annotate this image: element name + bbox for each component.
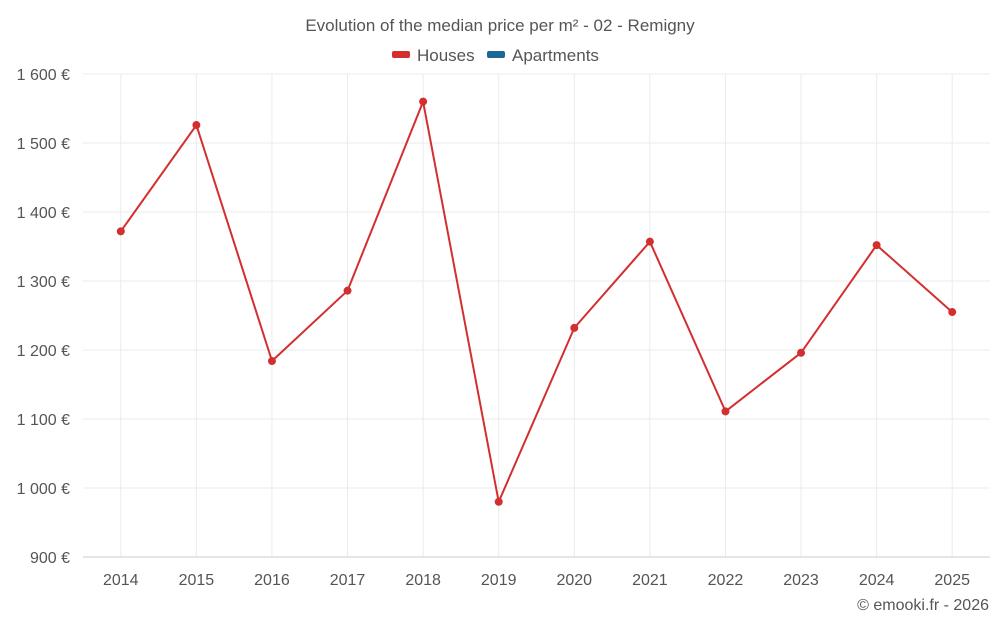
data-point-houses-2020[interactable] — [570, 323, 579, 332]
x-axis-labels: 2014 2015 2016 2017 2018 2019 2020 2021 2022 2023… — [103, 572, 970, 589]
y-tick-label: 1 000 € — [17, 481, 70, 498]
series-group — [116, 97, 957, 506]
y-tick-label: 1 500 € — [17, 136, 70, 153]
legend: Houses Apartments — [392, 46, 599, 65]
x-tick-label: 2023 — [783, 572, 819, 589]
x-tick-label: 2020 — [556, 572, 592, 589]
x-gridlines — [120, 74, 953, 557]
x-tick-label: 2018 — [405, 572, 441, 589]
y-tick-label: 1 200 € — [17, 343, 70, 360]
data-point-houses-2025[interactable] — [948, 308, 957, 317]
legend-label-apartments: Apartments — [512, 46, 599, 65]
legend-item-apartments[interactable]: Apartments — [487, 46, 599, 65]
data-point-houses-2024[interactable] — [872, 241, 881, 250]
y-tick-label: 900 € — [30, 550, 70, 567]
x-tick-label: 2016 — [254, 572, 290, 589]
legend-label-houses: Houses — [417, 46, 475, 65]
x-tick-label: 2015 — [179, 572, 215, 589]
x-tick-label: 2017 — [330, 572, 366, 589]
y-tick-label: 1 100 € — [17, 412, 70, 429]
data-point-houses-2018[interactable] — [419, 97, 428, 106]
x-tick-label: 2025 — [934, 572, 970, 589]
data-point-houses-2014[interactable] — [116, 227, 125, 236]
data-point-houses-2021[interactable] — [645, 237, 654, 246]
x-tick-label: 2022 — [708, 572, 744, 589]
legend-swatch-houses — [392, 51, 410, 58]
data-point-houses-2019[interactable] — [494, 497, 503, 506]
chart-title: Evolution of the median price per m² - 0… — [305, 16, 695, 35]
y-gridlines — [83, 73, 990, 489]
y-tick-label: 1 600 € — [17, 67, 70, 84]
credit-text: © emooki.fr - 2026 — [857, 597, 989, 614]
data-point-houses-2015[interactable] — [192, 121, 201, 130]
data-point-houses-2017[interactable] — [343, 286, 352, 295]
legend-swatch-apartments — [487, 51, 505, 58]
y-axis-labels: 900 € 1 000 € 1 100 € 1 200 € 1 300 € 1 400 €… — [17, 67, 70, 567]
y-tick-label: 1 300 € — [17, 274, 70, 291]
data-point-houses-2016[interactable] — [267, 357, 276, 366]
series-line-houses — [119, 100, 953, 503]
x-tick-label: 2021 — [632, 572, 668, 589]
x-tick-label: 2024 — [859, 572, 895, 589]
x-tick-label: 2014 — [103, 572, 139, 589]
data-point-houses-2023[interactable] — [797, 348, 806, 357]
data-point-houses-2022[interactable] — [721, 407, 730, 416]
y-tick-label: 1 400 € — [17, 205, 70, 222]
legend-item-houses[interactable]: Houses — [392, 46, 475, 65]
x-tick-label: 2019 — [481, 572, 517, 589]
